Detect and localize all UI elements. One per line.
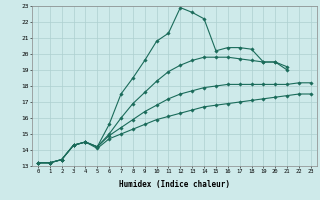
- X-axis label: Humidex (Indice chaleur): Humidex (Indice chaleur): [119, 180, 230, 189]
